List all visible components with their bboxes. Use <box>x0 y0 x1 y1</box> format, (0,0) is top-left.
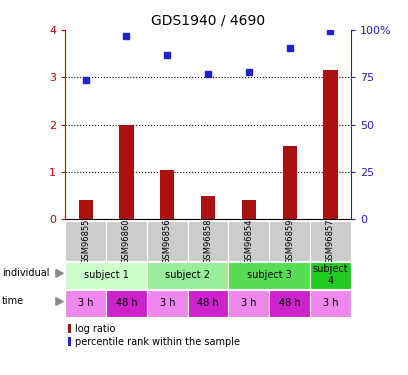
Bar <box>160 170 175 219</box>
Bar <box>228 262 310 289</box>
Text: 3 h: 3 h <box>78 298 93 308</box>
Text: GSM96855: GSM96855 <box>81 218 90 264</box>
Text: subject 1: subject 1 <box>84 270 129 280</box>
Bar <box>269 221 310 261</box>
Bar <box>147 221 188 261</box>
Text: 3 h: 3 h <box>323 298 338 308</box>
Text: percentile rank within the sample: percentile rank within the sample <box>75 337 239 347</box>
Text: GSM96858: GSM96858 <box>204 218 213 264</box>
Bar <box>269 290 310 317</box>
Bar <box>68 338 71 346</box>
Bar <box>310 262 351 289</box>
Text: log ratio: log ratio <box>75 324 115 334</box>
Bar <box>147 290 188 317</box>
Bar <box>201 196 215 219</box>
Text: GSM96859: GSM96859 <box>285 218 294 264</box>
Text: GSM96860: GSM96860 <box>122 218 131 264</box>
Bar <box>65 290 106 317</box>
Bar <box>188 290 228 317</box>
Bar <box>324 70 338 219</box>
Bar <box>228 221 269 261</box>
Bar <box>282 146 297 219</box>
Bar <box>68 324 71 333</box>
Text: 3 h: 3 h <box>160 298 175 308</box>
Bar <box>188 221 228 261</box>
Text: GSM96854: GSM96854 <box>244 218 253 264</box>
Text: 3 h: 3 h <box>241 298 257 308</box>
Bar <box>119 124 134 219</box>
Text: subject 2: subject 2 <box>165 270 210 280</box>
Text: GSM96856: GSM96856 <box>163 218 172 264</box>
Bar <box>78 200 93 219</box>
Bar <box>106 290 147 317</box>
Text: individual: individual <box>2 268 49 278</box>
Bar <box>147 262 228 289</box>
Text: 48 h: 48 h <box>197 298 219 308</box>
Polygon shape <box>56 298 63 305</box>
Text: subject 3: subject 3 <box>247 270 292 280</box>
Text: 48 h: 48 h <box>115 298 137 308</box>
Bar <box>228 290 269 317</box>
Bar <box>65 262 147 289</box>
Text: 48 h: 48 h <box>279 298 301 308</box>
Bar <box>242 200 256 219</box>
Text: GSM96857: GSM96857 <box>326 218 335 264</box>
Bar <box>310 221 351 261</box>
Text: time: time <box>2 297 24 306</box>
Bar <box>106 221 147 261</box>
Title: GDS1940 / 4690: GDS1940 / 4690 <box>151 13 265 27</box>
Polygon shape <box>56 270 63 277</box>
Text: subject
4: subject 4 <box>313 264 348 286</box>
Bar <box>310 290 351 317</box>
Bar <box>65 221 106 261</box>
